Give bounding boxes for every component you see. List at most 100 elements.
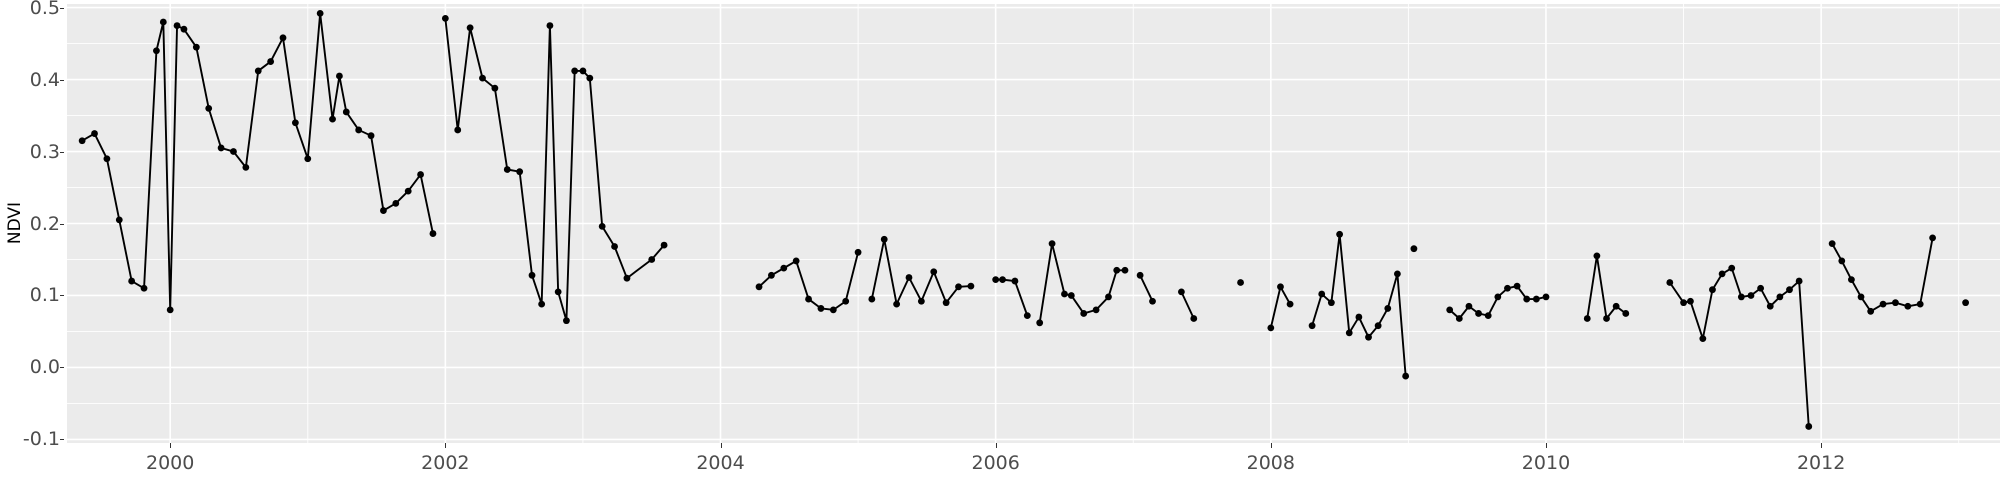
data-point: [1699, 335, 1707, 343]
data-point: [528, 271, 536, 279]
data-point: [1766, 302, 1774, 310]
series-points: [78, 9, 1969, 430]
data-line-segment: [1448, 285, 1547, 320]
data-point: [1023, 312, 1031, 320]
data-point: [854, 248, 862, 256]
data-point: [466, 24, 474, 32]
data-point: [893, 300, 901, 308]
data-point: [503, 166, 511, 173]
plot-canvas: [67, 4, 2000, 443]
data-point: [1612, 302, 1620, 310]
x-axis-tick-label: 2010: [1521, 452, 1571, 474]
plot-panel: [67, 4, 2000, 443]
data-point: [1318, 290, 1326, 298]
y-axis-tick-label: -0.1: [22, 428, 60, 451]
data-point: [1542, 293, 1550, 301]
data-point: [217, 144, 225, 152]
y-axis-tick-mark: [60, 79, 64, 81]
data-point: [1267, 324, 1275, 332]
data-point: [1365, 333, 1372, 341]
data-line-segment: [81, 12, 434, 311]
data-point: [942, 299, 950, 307]
data-point: [1892, 299, 1899, 307]
data-point: [441, 14, 449, 22]
y-axis-tick-label: 0.4: [29, 68, 60, 91]
data-point: [579, 67, 587, 75]
data-point: [538, 300, 546, 308]
data-point: [1795, 277, 1803, 285]
data-point: [267, 58, 275, 65]
data-point: [230, 148, 237, 155]
data-point: [1455, 315, 1463, 322]
data-point: [254, 67, 262, 75]
x-axis-tick-mark: [995, 443, 997, 448]
data-point: [1374, 322, 1382, 330]
data-point: [1929, 234, 1936, 242]
data-point: [1687, 297, 1694, 305]
data-line-segment: [1586, 254, 1627, 320]
data-point: [586, 74, 594, 82]
data-point: [159, 18, 167, 26]
data-point: [1345, 329, 1353, 337]
data-point: [1149, 297, 1156, 305]
data-point: [1848, 276, 1855, 284]
data-point: [598, 222, 606, 230]
data-point: [1709, 286, 1716, 294]
data-point: [999, 276, 1006, 284]
data-point: [491, 84, 499, 92]
data-point: [1080, 310, 1088, 317]
y-axis-tick-labels: -0.1 0.0 0.1 0.2 0.3 0.4 0.5: [0, 0, 60, 500]
data-point: [1776, 293, 1784, 301]
data-point: [1828, 240, 1836, 248]
y-axis-tick-label: 0.2: [29, 212, 60, 235]
x-axis-tick-mark: [1545, 443, 1547, 448]
y-axis-tick-label: 0.3: [29, 140, 60, 163]
data-point: [1327, 299, 1335, 307]
data-point: [611, 243, 618, 250]
data-point: [1747, 292, 1755, 299]
data-point: [329, 115, 336, 123]
data-point: [1394, 270, 1401, 278]
data-point: [1036, 319, 1044, 327]
data-point: [1484, 312, 1492, 320]
data-point: [166, 306, 174, 314]
data-point: [115, 216, 123, 224]
x-axis-tick-label: 2008: [1246, 452, 1295, 474]
data-point: [140, 284, 148, 292]
data-point: [1465, 302, 1473, 310]
data-point: [1879, 300, 1887, 308]
y-axis-tick-label: 0.1: [29, 284, 60, 307]
y-axis-tick-mark: [60, 7, 64, 9]
data-point: [768, 271, 775, 279]
data-point: [173, 22, 181, 29]
data-point: [930, 268, 938, 276]
data-point: [1402, 372, 1410, 380]
data-point: [1121, 266, 1129, 274]
data-point: [1105, 293, 1112, 301]
data-point: [1737, 293, 1745, 301]
data-point: [755, 283, 763, 291]
data-point: [516, 168, 524, 176]
data-point: [905, 274, 913, 281]
y-axis-tick-mark: [60, 439, 64, 441]
data-point: [868, 295, 876, 303]
x-axis-tick-mark: [445, 443, 447, 448]
data-point: [880, 235, 888, 243]
data-point: [842, 297, 850, 305]
data-point: [554, 288, 562, 296]
data-point: [103, 155, 111, 163]
data-point: [1067, 292, 1075, 299]
data-point: [1680, 299, 1687, 307]
data-point: [660, 241, 668, 249]
series-lines: [81, 12, 1934, 428]
data-point: [805, 295, 812, 303]
data-point: [1904, 302, 1912, 310]
data-point: [1136, 271, 1144, 279]
data-point: [817, 305, 825, 312]
data-point: [1838, 257, 1846, 265]
data-point: [967, 282, 975, 290]
x-axis-tick-mark: [170, 443, 172, 448]
data-point: [342, 108, 350, 116]
data-point: [955, 283, 962, 291]
